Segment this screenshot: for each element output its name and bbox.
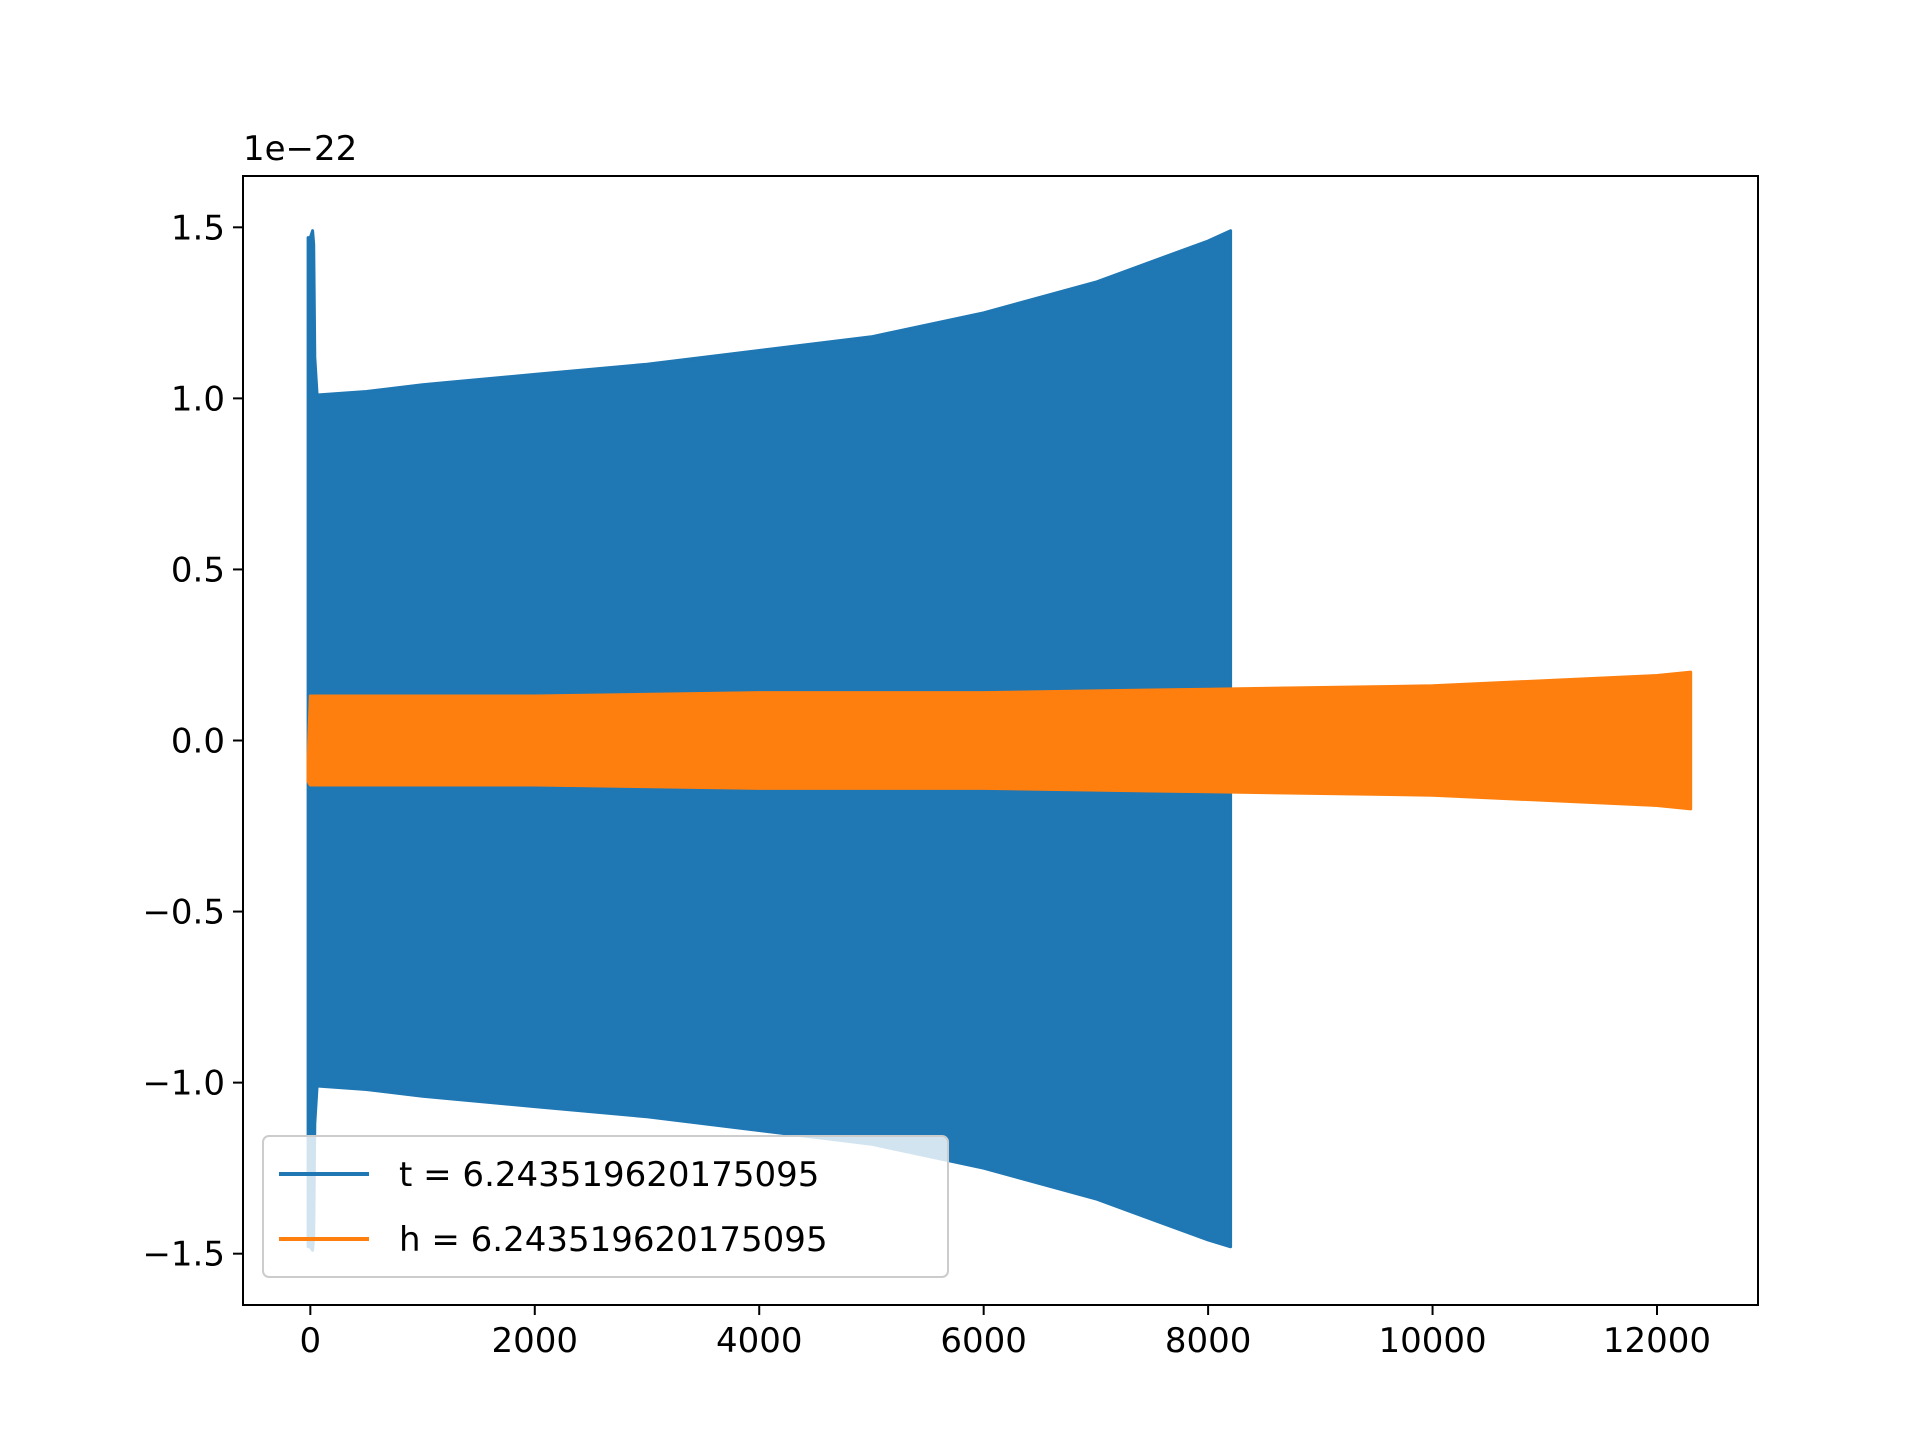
legend-label-h: h = 6.243519620175095: [399, 1220, 828, 1260]
x-tick-label: 2000: [492, 1321, 579, 1361]
x-tick-label: 10000: [1378, 1321, 1486, 1361]
x-axis: 0 2000 4000 6000 8000 10000 12000: [300, 1305, 1711, 1361]
series-h-band: [306, 670, 1693, 811]
y-tick-label: −1.5: [142, 1235, 225, 1275]
series-layer: [306, 229, 1693, 1252]
y-tick-label: 1.0: [171, 379, 225, 419]
legend-label-t: t = 6.243519620175095: [399, 1155, 819, 1195]
y-tick-label: 0.5: [171, 550, 225, 590]
legend-box: [262, 1135, 949, 1278]
x-tick-label: 8000: [1165, 1321, 1252, 1361]
legend: t = 6.243519620175095 h = 6.2435196201750…: [262, 1135, 949, 1278]
y-tick-label: 0.0: [171, 722, 225, 762]
y-axis: −1.5 −1.0 −0.5 0.0 0.5 1.0 1.5: [142, 208, 243, 1275]
y-tick-label: 1.5: [171, 208, 225, 248]
y-offset-text: 1e−22: [243, 129, 357, 169]
y-tick-label: −1.0: [142, 1064, 225, 1104]
x-tick-label: 0: [300, 1321, 322, 1361]
x-tick-label: 12000: [1603, 1321, 1711, 1361]
x-tick-label: 6000: [940, 1321, 1027, 1361]
y-tick-label: −0.5: [142, 893, 225, 933]
x-tick-label: 4000: [716, 1321, 803, 1361]
